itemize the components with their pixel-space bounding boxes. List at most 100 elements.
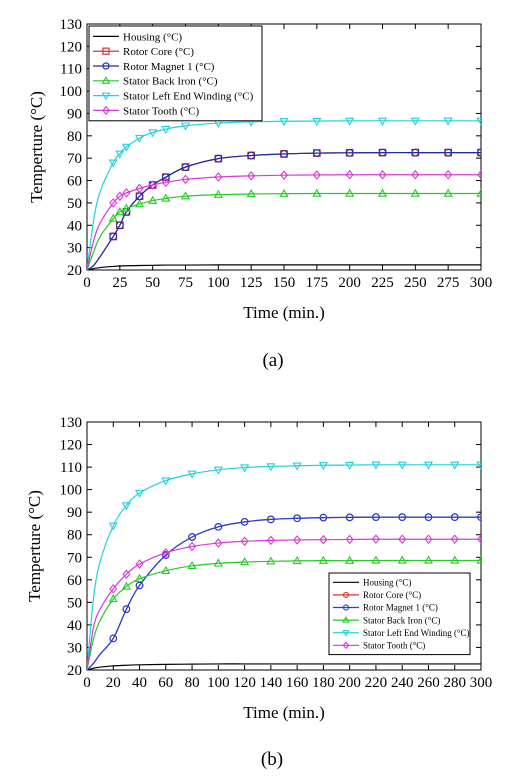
series-4 [87,461,481,670]
y-tick-label: 90 [67,505,82,521]
series-3 [87,555,481,670]
y-tick-label: 110 [60,460,82,476]
y-tick-label: 120 [60,39,83,55]
panel-label: (b) [261,749,283,770]
data-point [345,513,354,522]
data-point [397,461,407,470]
x-tick-label: 160 [286,675,309,691]
data-point [377,117,388,126]
legend-label: Housing (°C) [123,31,182,43]
series-line-2 [87,516,481,670]
y-tick-label: 100 [60,483,83,499]
data-point [371,534,380,545]
data-point [345,534,354,545]
legend-marker [342,591,350,598]
legend-label: Stator Back Iron (°C) [363,615,440,625]
legend-label: Rotor Core (°C) [363,590,421,600]
data-point [398,513,407,521]
data-point [108,213,118,222]
x-tick-label: 80 [185,675,200,691]
legend-marker [342,616,350,623]
x-tick-label: 0 [83,275,91,291]
series-line-4 [87,120,481,270]
data-point [121,502,131,511]
data-point [476,555,481,564]
y-tick-label: 20 [67,263,82,279]
data-point [424,534,433,545]
x-tick-label: 240 [391,675,414,691]
series-5 [87,534,481,670]
data-point [214,538,223,548]
series-2 [87,513,481,670]
legend-label: Rotor Magnet 1 (°C) [123,61,215,73]
y-axis-title: Temperture (°C) [27,91,46,203]
data-point [109,584,118,594]
series-line-0 [87,663,481,670]
data-point [240,518,249,526]
data-point [161,173,170,182]
legend-label: Stator Left End Winding (°C) [363,628,470,638]
x-tick-label: 125 [240,275,263,291]
data-point [476,188,481,197]
data-point [214,172,223,182]
data-point [279,188,289,197]
data-point [411,148,420,157]
x-tick-label: 260 [417,675,440,691]
data-point [181,174,190,185]
data-point [410,188,420,197]
legend-marker [102,105,110,115]
data-point [108,522,118,531]
data-point [161,551,170,559]
x-tick-label: 280 [443,675,466,691]
legend-marker [102,47,110,55]
data-point [115,150,125,159]
x-tick-label: 50 [145,275,160,291]
data-point [312,149,321,157]
series-5 [87,169,481,270]
series-line-3 [87,192,481,270]
data-point [372,513,380,521]
legend-label: Stator Left End Winding (°C) [123,90,254,102]
data-point [115,191,124,202]
data-point [312,117,322,126]
data-point [345,148,354,157]
data-point [188,541,197,552]
legend: Housing (°C) Rotor Core (°C) Rotor Magnet … [328,572,471,656]
data-point [108,159,118,168]
data-point [134,134,145,143]
series-line-5 [87,174,481,270]
x-tick-label: 150 [273,275,296,291]
x-tick-label: 120 [233,675,256,691]
y-tick-label: 50 [67,196,82,212]
data-point [312,188,322,197]
legend-label: Stator Back Iron (°C) [123,76,218,88]
chart-panel-b: 0 20 40 60 80 100 120 140 160 180 200 220 240 260 280 3… [25,415,492,770]
data-point [477,148,481,157]
series-0 [87,264,481,270]
y-tick-label: 110 [60,62,82,78]
legend-box [328,572,471,656]
data-point [345,117,355,126]
data-point [423,461,434,470]
data-point [148,180,157,190]
data-point [319,513,328,522]
x-tick-label: 200 [338,675,361,691]
legend-box [88,25,263,122]
data-point [109,634,118,643]
x-tick-label: 200 [338,275,361,291]
data-point [266,556,276,565]
legend-label: Rotor Core (°C) [123,46,194,58]
y-tick-label: 100 [60,84,83,100]
data-point [450,534,459,545]
data-point [122,188,131,198]
data-point [108,594,118,603]
data-point [267,515,275,524]
x-tick-label: 180 [312,675,335,691]
data-point [213,558,223,567]
data-point [121,581,131,590]
x-tick-label: 300 [470,275,493,291]
y-tick-label: 70 [67,550,82,566]
y-tick-label: 70 [67,151,82,167]
data-point [293,535,302,545]
data-point [240,557,250,566]
